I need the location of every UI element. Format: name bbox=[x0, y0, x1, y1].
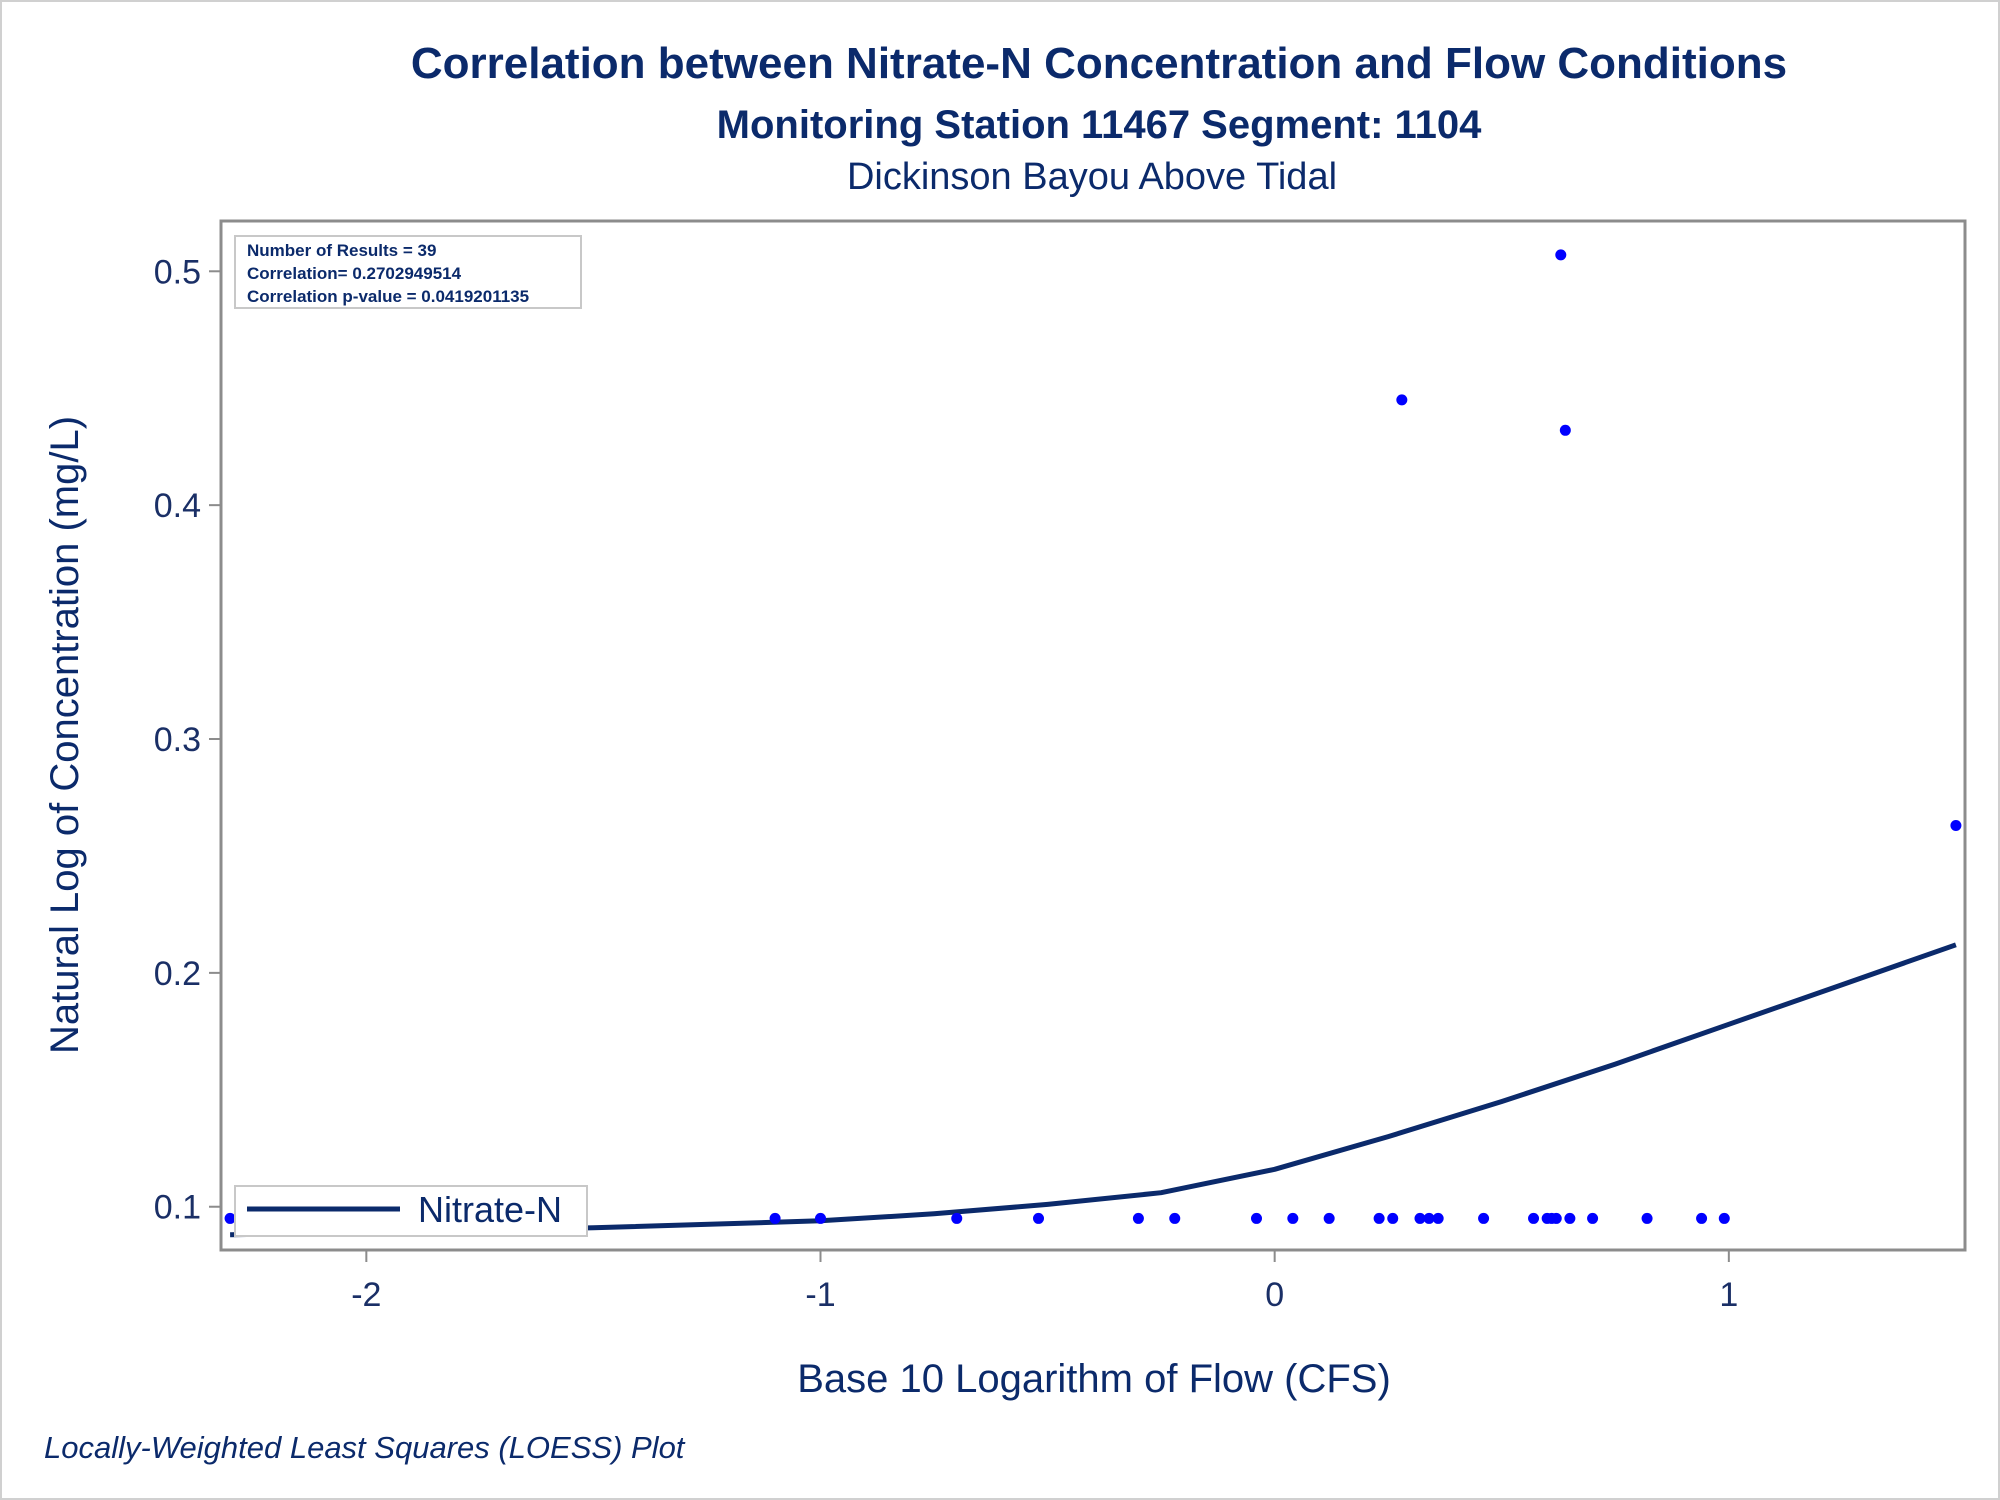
data-point bbox=[1559, 424, 1571, 436]
data-point bbox=[224, 1212, 236, 1224]
y-tick-label: 0.3 bbox=[154, 721, 201, 759]
chart-title: Correlation between Nitrate-N Concentrat… bbox=[411, 39, 1787, 88]
x-tick-label: 0 bbox=[1265, 1276, 1284, 1314]
data-point bbox=[1478, 1212, 1490, 1224]
footnote: Locally-Weighted Least Squares (LOESS) P… bbox=[44, 1430, 686, 1465]
y-axis: 0.1 0.2 0.3 0.4 0.5 bbox=[154, 253, 221, 1227]
x-axis-label: Base 10 Logarithm of Flow (CFS) bbox=[797, 1357, 1391, 1401]
y-tick-label: 0.4 bbox=[154, 487, 201, 525]
x-tick-label: 1 bbox=[1719, 1276, 1738, 1314]
data-point bbox=[1587, 1212, 1599, 1224]
data-point bbox=[1718, 1212, 1730, 1224]
data-point bbox=[1555, 249, 1567, 261]
data-point bbox=[951, 1212, 963, 1224]
data-point bbox=[1033, 1212, 1044, 1224]
data-point bbox=[1387, 1212, 1399, 1224]
data-point bbox=[1950, 820, 1962, 832]
data-point bbox=[1564, 1212, 1576, 1224]
chart-subtitle-2: Dickinson Bayou Above Tidal bbox=[847, 156, 1337, 198]
data-point bbox=[1641, 1212, 1653, 1224]
legend-label-nitrate-n: Nitrate-N bbox=[418, 1189, 562, 1230]
data-point bbox=[769, 1212, 781, 1224]
stats-p-value: Correlation p-value = 0.0419201135 bbox=[247, 287, 529, 306]
data-point bbox=[1169, 1212, 1181, 1224]
chart-subtitle: Monitoring Station 11467 Segment: 1104 bbox=[717, 103, 1482, 147]
data-point bbox=[1550, 1212, 1562, 1224]
data-point bbox=[1414, 1212, 1426, 1224]
data-point bbox=[1396, 394, 1408, 406]
loess-curve bbox=[230, 942, 1957, 1238]
y-tick-label: 0.1 bbox=[154, 1189, 201, 1227]
legend: Nitrate-N bbox=[234, 1185, 588, 1237]
y-tick-label: 0.5 bbox=[154, 253, 201, 291]
x-tick-label: -1 bbox=[805, 1276, 835, 1314]
data-point bbox=[1423, 1212, 1435, 1224]
stats-box-border bbox=[234, 235, 582, 309]
data-point bbox=[1696, 1212, 1708, 1224]
data-point bbox=[1432, 1212, 1444, 1224]
x-axis: -2 -1 0 1 bbox=[351, 1250, 1738, 1314]
data-point bbox=[1132, 1212, 1144, 1224]
data-point bbox=[1251, 1212, 1262, 1224]
x-tick-label: -2 bbox=[351, 1276, 381, 1314]
data-point bbox=[1323, 1212, 1335, 1224]
plot-area bbox=[219, 219, 1967, 1252]
data-point bbox=[1373, 1212, 1385, 1224]
data-point bbox=[815, 1212, 826, 1224]
data-point bbox=[1287, 1212, 1299, 1224]
y-axis-label: Natural Log of Concentration (mg/L) bbox=[43, 416, 87, 1054]
data-point bbox=[1528, 1212, 1540, 1224]
stats-correlation: Correlation= 0.2702949514 bbox=[247, 264, 462, 283]
stats-box: Number of Results = 39 Correlation= 0.27… bbox=[234, 235, 582, 309]
stats-count: Number of Results = 39 bbox=[247, 241, 436, 260]
y-tick-label: 0.2 bbox=[154, 955, 201, 993]
loess-line-path bbox=[230, 942, 1957, 1238]
